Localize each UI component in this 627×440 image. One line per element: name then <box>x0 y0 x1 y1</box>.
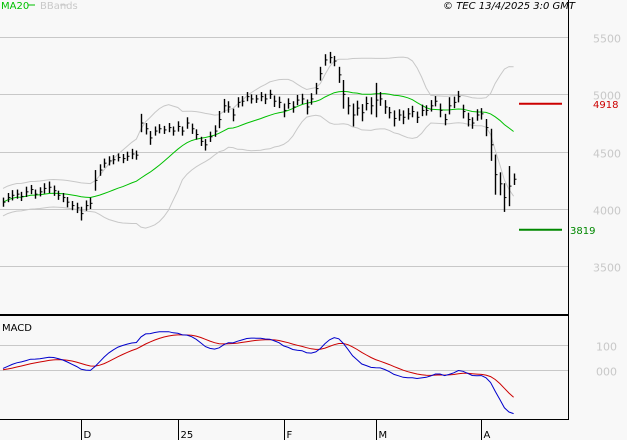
legend-ma20: MA20 <box>1 1 29 12</box>
ma20-line <box>2 90 514 203</box>
macd-signal-line <box>2 334 514 398</box>
copyright: © TEC 13/4/2025 3:0 GMT <box>443 1 576 12</box>
ma20-path <box>2 90 514 203</box>
bb-upper-line <box>2 56 514 189</box>
macd-axis-label: 000 <box>596 366 617 379</box>
macd-axis-label: 100 <box>596 341 617 354</box>
price-axis-label: 5000 <box>593 90 621 103</box>
macd-line <box>2 331 514 415</box>
x-axis-label: M <box>379 430 388 440</box>
price-levels: 4918 3819 <box>519 100 618 237</box>
price-axis-label: 4500 <box>593 148 621 161</box>
axes: 5500 5000 4500 4000 3500 100 000 D 25 F M A <box>81 33 621 440</box>
support-label: 3819 <box>570 226 595 237</box>
macd-title: MACD <box>2 323 32 334</box>
price-axis-label: 5500 <box>593 33 621 46</box>
x-axis-label: D <box>84 430 92 440</box>
x-axis-label: A <box>484 430 491 440</box>
macd-lines <box>2 331 514 415</box>
grid-lines <box>0 37 568 371</box>
x-axis-label: 25 <box>181 430 194 440</box>
x-axis-label: F <box>287 430 293 440</box>
bb-lower-line <box>2 114 515 229</box>
price-bars <box>2 51 517 221</box>
price-axis-label: 4000 <box>593 205 621 218</box>
resistance-label: 4918 <box>593 100 618 111</box>
legend-bbands: BBands <box>40 1 78 12</box>
price-axis-label: 3500 <box>593 262 621 275</box>
bollinger-bands <box>2 56 515 229</box>
